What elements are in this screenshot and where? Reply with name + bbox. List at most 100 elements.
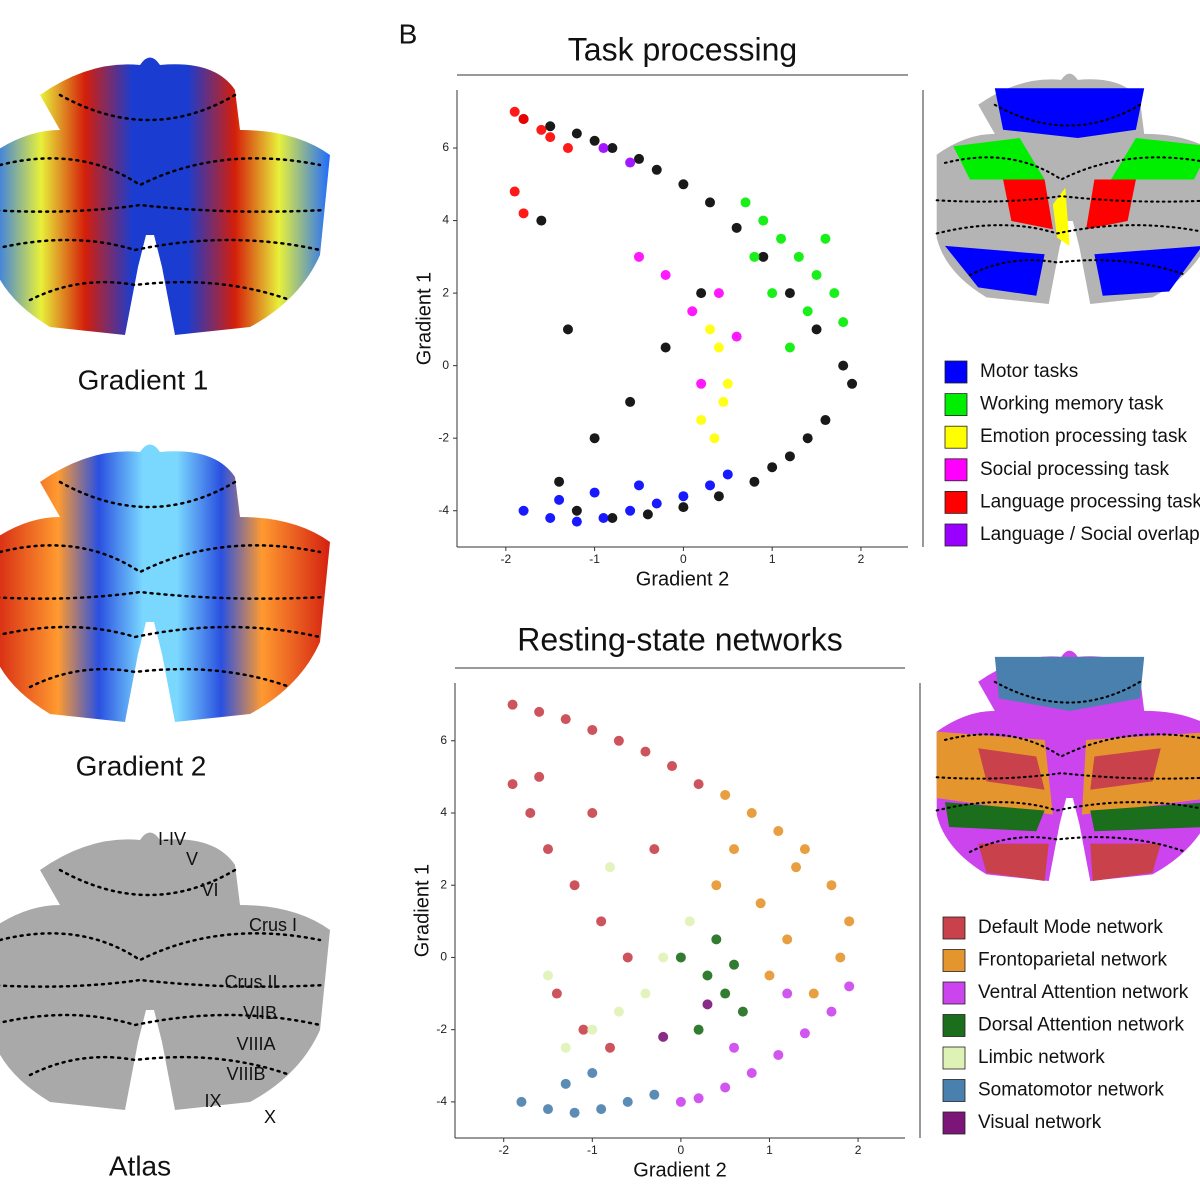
point: [625, 157, 636, 168]
y-tick-label: 6: [440, 733, 447, 747]
point: [835, 952, 846, 963]
legend-swatch: [942, 1014, 966, 1037]
point: [589, 487, 600, 498]
point: [660, 269, 671, 280]
y-axis-label: Gradient 1: [411, 864, 433, 957]
legend-label: Default Mode network: [978, 917, 1163, 938]
panel-label: B: [399, 18, 418, 49]
atlas-region-label: VIIB: [243, 1003, 277, 1023]
series: [518, 114, 858, 523]
legend-label: Somatomotor network: [978, 1080, 1164, 1101]
point: [799, 1028, 810, 1039]
point: [642, 509, 653, 520]
series: [675, 981, 855, 1107]
point: [545, 121, 556, 132]
flatmap-gradient-1: [0, 57, 330, 335]
point: [589, 433, 600, 444]
point: [560, 714, 571, 725]
point: [811, 324, 822, 335]
legend-swatch: [944, 393, 968, 417]
atlas-region-label: Crus II: [224, 972, 277, 992]
series: [675, 934, 748, 1035]
point: [731, 331, 742, 342]
legend-label: Emotion processing task: [980, 426, 1187, 447]
y-tick-label: 2: [442, 285, 449, 299]
series: [711, 789, 855, 999]
point: [545, 132, 556, 143]
point: [784, 288, 795, 299]
legend-swatch: [942, 1046, 966, 1070]
series: [696, 324, 733, 444]
flatmap-label: Atlas: [109, 1150, 171, 1181]
series: [598, 143, 636, 168]
point: [525, 808, 536, 818]
x-tick-label: -2: [498, 1143, 509, 1157]
point: [720, 1082, 731, 1093]
legend-swatch: [944, 490, 968, 514]
y-tick-label: 2: [440, 877, 447, 891]
legend-swatch: [942, 949, 966, 972]
point: [758, 251, 769, 262]
point: [633, 153, 644, 164]
atlas-region-label: I-IV: [158, 829, 186, 849]
point: [507, 779, 518, 790]
point: [589, 135, 600, 146]
point: [693, 1024, 704, 1035]
point: [702, 970, 713, 981]
point: [729, 959, 740, 970]
point: [607, 143, 618, 154]
point: [545, 512, 556, 523]
point: [731, 222, 742, 233]
y-axis-label: Gradient 1: [413, 272, 435, 365]
point: [571, 505, 582, 516]
point: [560, 1078, 571, 1089]
legend-label: Ventral Attention network: [978, 982, 1189, 1003]
series: [543, 862, 695, 1053]
point: [554, 476, 565, 487]
flatmap-task: [935, 73, 1200, 304]
y-tick-label: 4: [440, 805, 447, 819]
point: [678, 502, 689, 513]
point: [705, 480, 716, 491]
point: [758, 215, 769, 226]
point: [607, 512, 618, 523]
point: [684, 916, 695, 927]
series: [516, 1068, 660, 1118]
flatmap-atlas: [0, 832, 330, 1110]
point: [767, 288, 778, 299]
legend-swatch: [944, 425, 968, 449]
point: [784, 342, 795, 353]
point: [820, 233, 831, 244]
x-tick-label: 2: [855, 1143, 862, 1157]
point: [713, 342, 724, 353]
point: [613, 1006, 624, 1017]
point: [693, 1093, 704, 1104]
point: [587, 1068, 598, 1078]
x-tick-label: -2: [500, 552, 511, 566]
flatmap-rest: [935, 650, 1200, 881]
point: [569, 880, 580, 891]
point: [678, 179, 689, 190]
point: [802, 306, 813, 317]
flatmap-label: Gradient 1: [78, 364, 209, 395]
point: [640, 746, 651, 757]
point: [675, 1096, 686, 1107]
y-tick-label: -4: [438, 503, 449, 517]
point: [793, 251, 804, 262]
point: [598, 143, 609, 154]
legend-label: Visual network: [978, 1112, 1102, 1133]
point: [838, 360, 849, 371]
point: [543, 844, 554, 855]
point: [711, 934, 722, 945]
legend-swatch: [944, 523, 968, 547]
chart-title: Task processing: [568, 31, 797, 67]
point: [578, 1024, 589, 1035]
point: [705, 197, 716, 208]
point: [605, 862, 616, 873]
point: [696, 288, 707, 299]
point: [767, 462, 778, 473]
point: [569, 1107, 580, 1118]
series: [518, 469, 733, 527]
atlas-region-label: IX: [204, 1091, 221, 1111]
point: [791, 862, 802, 873]
